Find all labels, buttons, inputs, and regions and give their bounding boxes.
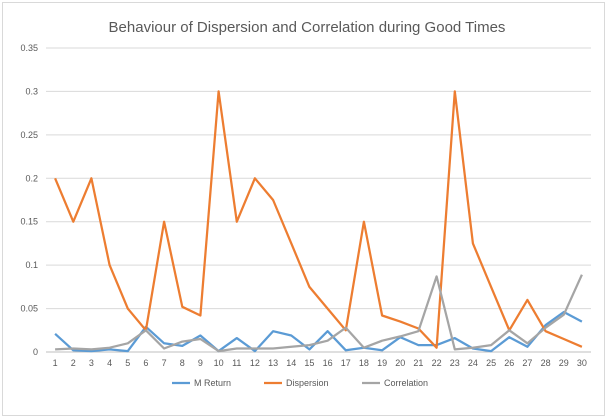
y-tick-label: 0.3	[25, 86, 38, 96]
x-tick-label: 21	[413, 358, 423, 368]
x-tick-label: 6	[143, 358, 148, 368]
x-tick-label: 27	[522, 358, 532, 368]
y-tick-label: 0.1	[25, 260, 38, 270]
y-tick-label: 0.05	[20, 304, 38, 314]
x-tick-label: 11	[232, 358, 241, 368]
y-tick-label: 0.25	[20, 130, 38, 140]
x-tick-label: 17	[341, 358, 351, 368]
series-lines	[54, 90, 583, 353]
x-tick-label: 3	[89, 358, 94, 368]
x-tick-label: 15	[304, 358, 314, 368]
legend-label-m-return: M Return	[194, 378, 231, 388]
x-tick-label: 23	[450, 358, 460, 368]
chart-frame	[2, 2, 605, 416]
x-tick-label: 29	[559, 358, 569, 368]
x-tick-label: 28	[541, 358, 551, 368]
x-tick-label: 10	[214, 358, 224, 368]
chart-title: Behaviour of Dispersion and Correlation …	[109, 19, 506, 36]
x-tick-label: 19	[377, 358, 387, 368]
x-tick-label: 7	[162, 358, 167, 368]
series-line-m-return	[54, 310, 583, 353]
series-line-correlation	[55, 274, 583, 353]
x-tick-label: 18	[359, 358, 369, 368]
series-line-dispersion	[54, 90, 583, 349]
legend-label-correlation: Correlation	[384, 378, 428, 388]
x-tick-label: 25	[486, 358, 496, 368]
x-tick-label: 26	[504, 358, 514, 368]
legend-label-dispersion: Dispersion	[286, 378, 329, 388]
y-tick-label: 0.2	[25, 173, 38, 183]
x-tick-label: 24	[468, 358, 478, 368]
x-tick-label: 1	[53, 358, 58, 368]
x-tick-label: 12	[250, 358, 260, 368]
x-tick-label: 8	[180, 358, 185, 368]
x-tick-label: 4	[107, 358, 112, 368]
y-tick-label: 0.15	[20, 217, 38, 227]
x-tick-label: 20	[395, 358, 405, 368]
y-tick-label: 0	[33, 347, 38, 357]
x-tick-label: 2	[71, 358, 76, 368]
x-tick-label: 22	[432, 358, 442, 368]
y-tick-label: 0.35	[20, 43, 38, 53]
x-tick-label: 13	[268, 358, 278, 368]
x-tick-label: 14	[286, 358, 296, 368]
x-tick-label: 16	[323, 358, 333, 368]
legend: M Return Dispersion Correlation	[172, 378, 428, 388]
x-tick-label: 5	[125, 358, 130, 368]
axes: 00.050.10.150.20.250.30.351 2 3 4 5 6 7 8 9 10 11 1…	[20, 43, 591, 368]
gridlines	[46, 47, 591, 310]
x-tick-label: 9	[198, 358, 203, 368]
x-tick-label: 30	[577, 358, 587, 368]
